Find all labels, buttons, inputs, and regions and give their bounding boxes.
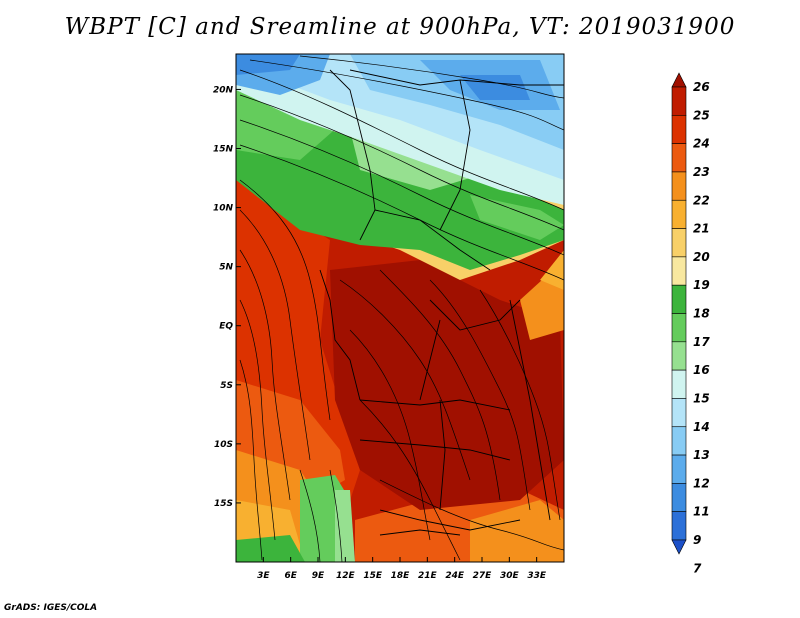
colorbar-swatch	[671, 284, 687, 314]
streamlines	[239, 55, 564, 562]
colorbar-top-arrow	[671, 72, 687, 88]
x-tick-label: 21E	[418, 571, 438, 581]
colorbar-swatch	[671, 143, 687, 173]
colorbar-label: 15	[693, 391, 710, 405]
colorbar-label: 22	[693, 193, 710, 207]
colorbar-swatch	[671, 256, 687, 286]
y-tick-label: 5S	[220, 381, 233, 391]
x-tick-label: 9E	[312, 571, 325, 581]
colorbar-swatch	[671, 199, 687, 229]
y-tick-label: 10N	[213, 204, 234, 214]
colorbar-swatch	[671, 313, 687, 343]
colorbar-swatch	[671, 511, 687, 541]
colorbar-swatch	[671, 86, 687, 116]
x-axis: 3E 6E 9E 12E 15E 18E 21E 24E 27E 30E 33E	[257, 557, 547, 581]
colorbar-swatch	[671, 171, 687, 201]
colorbar-label: 24	[693, 137, 710, 151]
colorbar-label: 19	[693, 278, 710, 292]
colorbar-label: 20	[693, 250, 710, 264]
y-tick-label: EQ	[219, 322, 233, 332]
x-tick-label: 24E	[445, 571, 465, 581]
x-tick-label: 18E	[391, 571, 411, 581]
colorbar-swatch	[671, 454, 687, 484]
colorbar-swatch	[671, 228, 687, 258]
x-tick-label: 6E	[284, 571, 297, 581]
y-axis: 20N 15N 10N 5N EQ 5S 10S 15S	[213, 85, 241, 509]
colorbar-label: 26	[693, 80, 710, 94]
map-title: WBPT [C] and Sreamline at 900hPa, VT: 20…	[64, 14, 736, 40]
footer-credit: GrADS: IGES/COLA	[4, 603, 98, 613]
x-tick-label: 30E	[500, 571, 520, 581]
colorbar-label: 16	[693, 363, 710, 377]
colorbar-label: 12	[693, 476, 710, 490]
colorbar-label: 21	[693, 222, 710, 236]
colorbar-label: 13	[693, 448, 710, 462]
colorbar-swatch	[671, 369, 687, 399]
colorbar-swatch	[671, 398, 687, 428]
colorbar-label: 17	[693, 335, 710, 349]
colorbar: 26 25 24 23 22 21 20 19 18 17 16 15 14 13 12 11 9 7	[671, 72, 710, 575]
colorbar-swatch	[671, 341, 687, 371]
colorbar-label: 18	[693, 307, 710, 321]
y-tick-label: 15S	[214, 499, 233, 509]
colorbar-bottom-arrow	[671, 539, 687, 555]
colorbar-label: 11	[693, 505, 710, 519]
colorbar-label: 25	[693, 108, 710, 122]
y-tick-label: 15N	[213, 145, 234, 155]
x-tick-label: 12E	[336, 571, 356, 581]
colorbar-swatch	[671, 115, 687, 144]
y-tick-label: 20N	[213, 85, 234, 95]
colorbar-label: 9	[693, 533, 701, 547]
colorbar-swatch	[671, 483, 687, 512]
x-tick-label: 3E	[257, 571, 270, 581]
x-tick-label: 27E	[473, 571, 493, 581]
colorbar-label: 23	[693, 165, 710, 179]
colorbar-label: 7	[693, 561, 702, 575]
y-tick-label: 10S	[214, 440, 233, 450]
x-tick-label: 15E	[363, 571, 383, 581]
wbpt-field	[236, 54, 564, 562]
y-tick-label: 5N	[219, 263, 233, 273]
colorbar-label: 14	[693, 420, 710, 434]
colorbar-swatch	[671, 426, 687, 456]
x-tick-label: 33E	[527, 571, 547, 581]
country-borders	[319, 69, 564, 536]
